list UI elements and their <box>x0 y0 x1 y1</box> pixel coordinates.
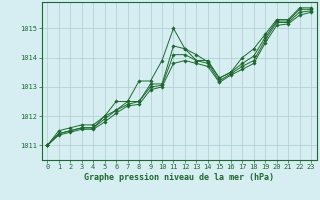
X-axis label: Graphe pression niveau de la mer (hPa): Graphe pression niveau de la mer (hPa) <box>84 173 274 182</box>
